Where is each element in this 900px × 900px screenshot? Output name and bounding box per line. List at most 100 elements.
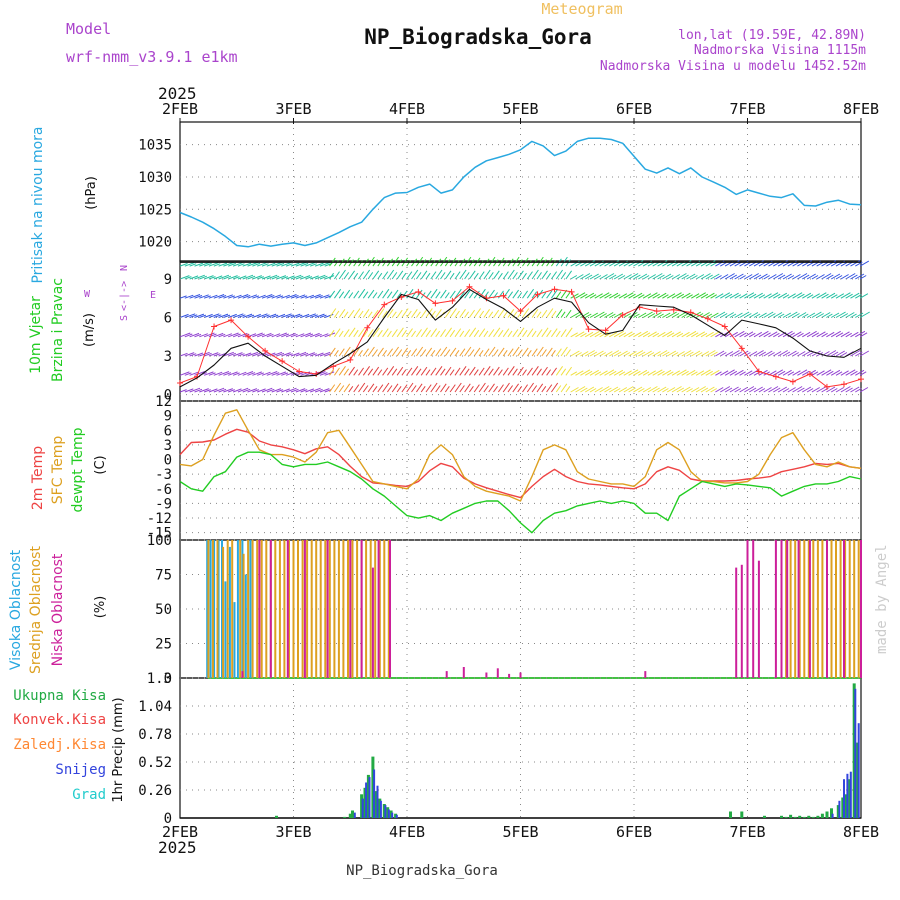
cloud-mid-bar (365, 540, 368, 678)
wind-barb (666, 311, 677, 318)
wind-barb (310, 294, 321, 299)
wind-barb (589, 388, 597, 393)
wind-barb (821, 369, 832, 376)
wind-barb (454, 271, 461, 280)
wind-barb (425, 384, 432, 393)
wind-barb (314, 274, 326, 280)
wind-barb (290, 274, 302, 280)
wind-barb (628, 293, 636, 299)
wind-barb (806, 351, 815, 357)
wind-barb (580, 332, 587, 338)
cloud-mid-bar (347, 540, 349, 678)
wind-barb (777, 386, 788, 393)
wind-barb (333, 350, 339, 357)
wind-barb (199, 333, 208, 338)
wind-barb (599, 370, 608, 376)
wind-barb (744, 313, 752, 318)
wind-barb (584, 370, 593, 376)
precip-total-bar (740, 811, 744, 818)
lonlat-text: lon,lat (19.59E, 42.89N) (678, 28, 866, 43)
wind-barb (232, 262, 243, 267)
wind-barb (319, 388, 330, 393)
wind-barb (546, 369, 552, 376)
wind-barb (189, 353, 197, 357)
wind-barb (792, 370, 801, 376)
cloud-high-bar (236, 540, 239, 678)
wind-barb (550, 271, 558, 280)
wind-barb (329, 329, 335, 338)
precip-snow-bar (353, 812, 356, 818)
wind-barb (638, 369, 648, 376)
plot-layer: 2FEB 2FEB 3FEB 3FEB 4FEB 4FEB 5FEB 5FEB 6FEB 6FEB… (138, 100, 879, 841)
wind-barb (835, 371, 843, 376)
panel-frame-2 (179, 400, 862, 541)
wind-barb (797, 369, 808, 376)
wind-barb (681, 370, 689, 376)
precip-total-bar (275, 815, 278, 818)
wind-barb (859, 275, 867, 280)
cloud-mid-bar (803, 540, 806, 678)
wind-barb (305, 388, 315, 393)
wind-barb (773, 387, 781, 393)
cloud-mid-bar (789, 540, 792, 678)
wind-gust-marker (755, 368, 762, 375)
wind-barb (440, 346, 448, 357)
wind-barb (691, 387, 700, 393)
wind-barb (329, 369, 335, 376)
wind-barb (589, 294, 597, 299)
wind-barb (724, 369, 735, 376)
wind-barb (473, 308, 482, 318)
wind-barb (425, 329, 432, 338)
wind-barb (338, 291, 345, 299)
cloud-high-bar (241, 540, 244, 678)
wind-barb (483, 330, 489, 338)
y-tick-label: 9 (164, 272, 172, 288)
cloud-mid-bar (794, 540, 797, 678)
wind-barb (739, 387, 748, 393)
precip-total-bar (807, 815, 811, 818)
wind-barb (199, 261, 210, 267)
wind-barb (415, 383, 423, 393)
wind-barb (739, 350, 749, 357)
wind-barb (406, 350, 412, 357)
meteogram-label: Meteogram (541, 0, 622, 18)
wind-barb (826, 350, 837, 357)
wind-barb (816, 313, 824, 318)
wind-barb (420, 349, 427, 357)
wind-barb (855, 369, 865, 376)
wind-barb (657, 292, 667, 299)
cloud-mid-bar (231, 540, 234, 678)
wind-barb (531, 291, 538, 299)
wind-barb (797, 387, 805, 393)
wind-barb (502, 260, 508, 267)
cloud-mid-bar (288, 540, 290, 678)
cloud-mid-bar (324, 540, 327, 678)
wind-barb (647, 386, 658, 393)
wind-barb (787, 387, 796, 393)
wind-barb (391, 256, 400, 267)
wind-barb (483, 366, 491, 376)
cloud-mid-bar (301, 540, 304, 678)
wind-barb (406, 310, 412, 318)
wind-barb (300, 313, 310, 318)
wind-barb (522, 369, 527, 376)
wind-barb (367, 368, 374, 376)
wind-barb (816, 262, 824, 267)
wind-barb (522, 272, 527, 280)
wind-barb (271, 333, 281, 338)
wind-barb (609, 292, 619, 299)
wind-barb (189, 275, 199, 280)
wind-barb (850, 274, 858, 280)
wind-barb (382, 328, 389, 338)
wind-barb (468, 327, 477, 338)
wind-barb (329, 347, 336, 357)
wind-barb (502, 271, 509, 280)
cloud-mid-bar (387, 540, 390, 678)
wind-barb (782, 369, 792, 376)
wind-barb (440, 272, 446, 280)
wind-barb (715, 275, 722, 280)
wind-gust-marker (551, 286, 558, 293)
wind-barb (575, 292, 586, 299)
precip-total-bar (780, 815, 783, 818)
wind-barb (382, 367, 389, 376)
